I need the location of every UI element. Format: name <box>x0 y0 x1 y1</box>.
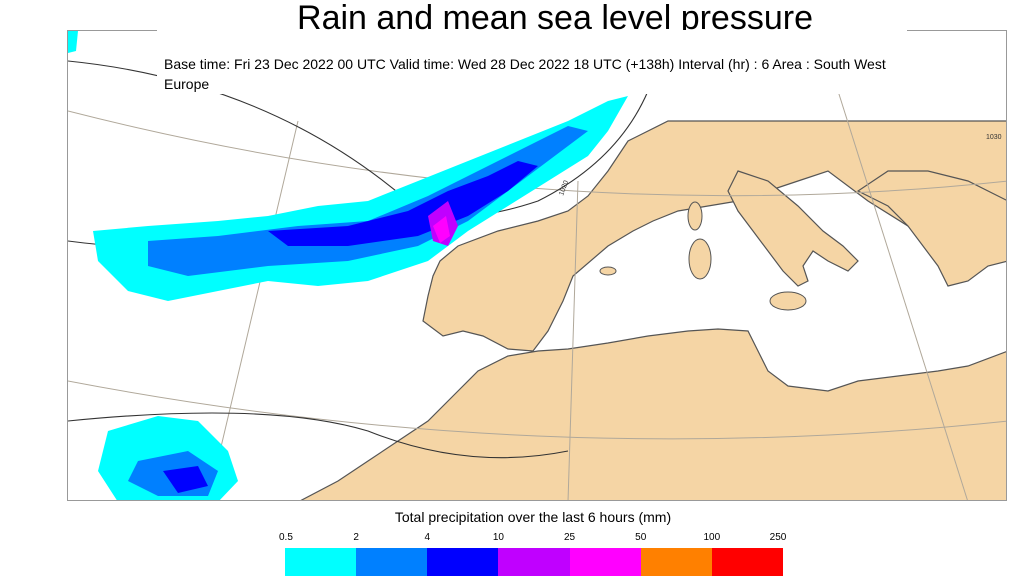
sardinia-island <box>688 238 712 280</box>
balkans-landmass <box>856 170 1006 287</box>
north-africa-landmass <box>300 328 1006 500</box>
precipitation-band <box>68 31 628 500</box>
legend-color-swatch <box>711 548 783 576</box>
forecast-info: Base time: Fri 23 Dec 2022 00 UTC Valid … <box>157 30 907 94</box>
legend-tick-label: 2 <box>353 532 359 543</box>
legend-swatches <box>285 548 783 576</box>
legend-color-swatch <box>498 548 570 576</box>
legend-color-swatch <box>356 548 428 576</box>
precipitation-legend: 0.5 2 4 10 25 50 100 250 <box>279 532 786 576</box>
legend-tick-label: 10 <box>492 532 504 543</box>
legend-color-swatch <box>285 548 357 576</box>
legend-ticks: 0.5 2 4 10 25 50 100 250 <box>279 532 786 546</box>
legend-tick-label: 4 <box>424 532 431 543</box>
corsica-island <box>687 201 703 231</box>
legend-tick-label: 0.5 <box>279 532 293 543</box>
forecast-map: 1020 1030 <box>67 30 1007 501</box>
legend-color-swatch <box>640 548 712 576</box>
legend-tick-label: 50 <box>635 532 647 543</box>
legend-tick-label: 250 <box>769 532 787 543</box>
map-canvas: 1020 1030 <box>68 31 1006 500</box>
isobar-label-1020: 1020 <box>558 180 570 197</box>
legend-color-swatch <box>569 548 641 576</box>
legend-title: Total precipitation over the last 6 hour… <box>394 509 672 525</box>
legend-tick-label: 25 <box>564 532 576 543</box>
legend-tick-label: 100 <box>703 532 721 543</box>
sicily-island <box>769 291 807 311</box>
balearic-island <box>599 266 617 276</box>
isobar-label-1030: 1030 <box>986 134 1002 141</box>
italy-landmass <box>727 170 859 287</box>
graticule <box>68 90 1006 500</box>
legend-color-swatch <box>427 548 499 576</box>
